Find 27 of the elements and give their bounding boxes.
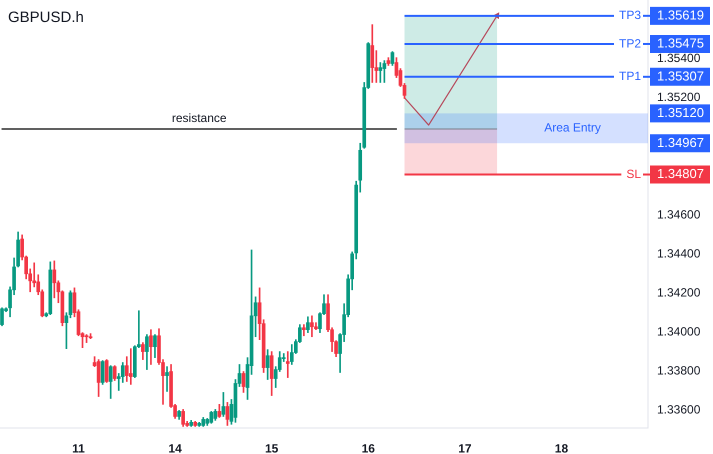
y-tick-label: 1.35400 xyxy=(657,50,701,65)
y-tick-label: 1.35200 xyxy=(657,90,701,104)
ref-line-label: SL xyxy=(626,166,642,181)
ref-line-label: TP3 xyxy=(618,8,642,22)
y-tick-label: 1.33800 xyxy=(657,364,701,378)
y-tick-label: 1.35619 xyxy=(657,7,704,22)
ref-line-label: TP2 xyxy=(618,36,642,50)
x-tick-label: 14 xyxy=(168,442,182,454)
series-label: resistance xyxy=(172,110,227,125)
y-tick-label: 1.34400 xyxy=(657,246,701,260)
y-tick-label: 1.34967 xyxy=(657,134,704,150)
band-label: Area Entry xyxy=(544,120,601,135)
x-tick-label: 18 xyxy=(554,442,568,454)
y-tick-label: 1.34600 xyxy=(657,207,701,222)
y-tick-label: 1.33600 xyxy=(657,402,701,417)
y-tick-label: 1.35475 xyxy=(657,36,704,51)
y-tick-label: 1.34807 xyxy=(657,166,704,182)
ref-line-label: TP1 xyxy=(618,69,642,84)
y-tick-label: 1.34200 xyxy=(657,285,701,300)
x-tick-label: 16 xyxy=(362,442,376,454)
x-tick-label: 11 xyxy=(72,442,86,454)
x-tick-label: 15 xyxy=(264,442,279,454)
text: GBPUSD.h xyxy=(8,9,84,26)
y-tick-label: 1.35120 xyxy=(657,104,704,120)
y-tick-label: 1.35307 xyxy=(657,68,704,84)
x-tick-label: 17 xyxy=(458,442,472,454)
y-tick-label: 1.34000 xyxy=(657,324,701,339)
